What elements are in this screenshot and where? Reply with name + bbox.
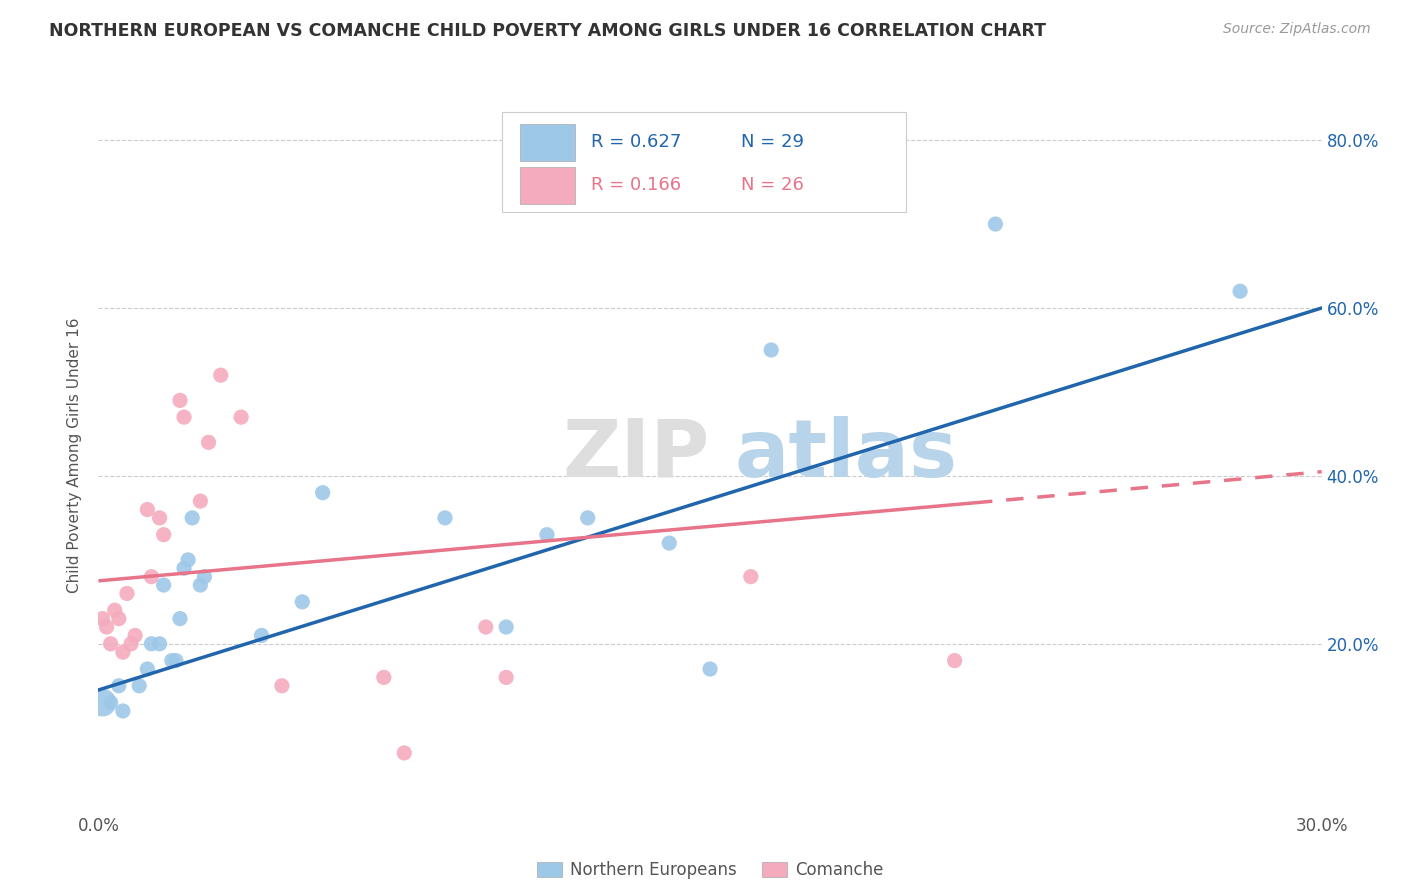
- Text: ZIP: ZIP: [562, 416, 710, 494]
- Text: NORTHERN EUROPEAN VS COMANCHE CHILD POVERTY AMONG GIRLS UNDER 16 CORRELATION CHA: NORTHERN EUROPEAN VS COMANCHE CHILD POVE…: [49, 22, 1046, 40]
- Point: [193, 569, 215, 583]
- Point: [141, 569, 163, 583]
- Point: [96, 620, 118, 634]
- Point: [177, 553, 200, 567]
- Point: [124, 628, 146, 642]
- Text: R = 0.627: R = 0.627: [592, 134, 682, 152]
- Point: [149, 511, 172, 525]
- Point: [152, 527, 174, 541]
- Point: [169, 612, 191, 626]
- Point: [104, 603, 127, 617]
- Point: [188, 578, 212, 592]
- Point: [165, 654, 187, 668]
- Point: [373, 670, 395, 684]
- Point: [173, 561, 195, 575]
- Point: [173, 410, 195, 425]
- Point: [108, 679, 131, 693]
- Point: [115, 586, 138, 600]
- Point: [984, 217, 1007, 231]
- Point: [160, 654, 183, 668]
- Point: [91, 696, 114, 710]
- Point: [188, 494, 212, 508]
- Point: [699, 662, 721, 676]
- Point: [100, 637, 122, 651]
- Point: [392, 746, 416, 760]
- Point: [740, 569, 762, 583]
- Point: [495, 670, 517, 684]
- Point: [136, 662, 159, 676]
- Text: N = 29: N = 29: [741, 134, 804, 152]
- Point: [91, 612, 114, 626]
- Text: R = 0.166: R = 0.166: [592, 177, 682, 194]
- Point: [108, 612, 131, 626]
- Point: [169, 393, 191, 408]
- Legend: Northern Europeans, Comanche: Northern Europeans, Comanche: [530, 855, 890, 886]
- Text: N = 26: N = 26: [741, 177, 803, 194]
- Point: [111, 645, 134, 659]
- Point: [761, 343, 783, 357]
- Point: [209, 368, 232, 383]
- FancyBboxPatch shape: [502, 112, 905, 212]
- Point: [474, 620, 498, 634]
- Point: [536, 527, 558, 541]
- Point: [100, 696, 122, 710]
- Point: [270, 679, 294, 693]
- Y-axis label: Child Poverty Among Girls Under 16: Child Poverty Among Girls Under 16: [67, 318, 83, 592]
- Point: [231, 410, 253, 425]
- Point: [943, 654, 966, 668]
- Point: [111, 704, 134, 718]
- Point: [149, 637, 172, 651]
- FancyBboxPatch shape: [520, 124, 575, 161]
- Point: [128, 679, 150, 693]
- FancyBboxPatch shape: [520, 167, 575, 203]
- Point: [1229, 284, 1251, 298]
- Point: [181, 511, 204, 525]
- Point: [152, 578, 174, 592]
- Point: [250, 628, 273, 642]
- Point: [120, 637, 142, 651]
- Point: [658, 536, 681, 550]
- Point: [141, 637, 163, 651]
- Point: [291, 595, 314, 609]
- Point: [434, 511, 457, 525]
- Point: [576, 511, 599, 525]
- Point: [495, 620, 517, 634]
- Point: [136, 502, 159, 516]
- Text: Source: ZipAtlas.com: Source: ZipAtlas.com: [1223, 22, 1371, 37]
- Point: [312, 485, 335, 500]
- Point: [197, 435, 219, 450]
- Text: atlas: atlas: [734, 416, 957, 494]
